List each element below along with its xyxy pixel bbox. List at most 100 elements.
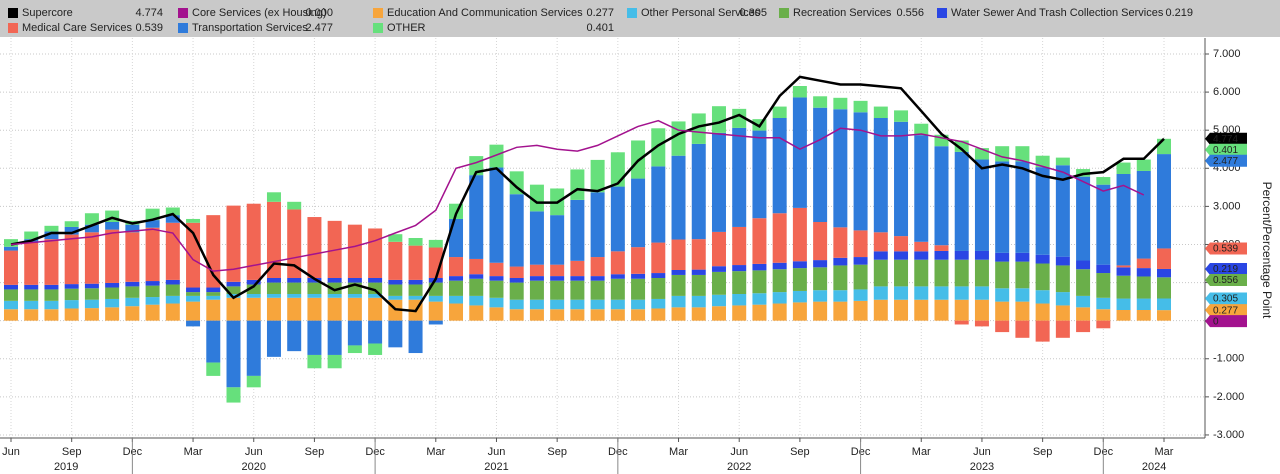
bar-segment [550, 280, 565, 300]
bar-segment [449, 303, 464, 321]
bar-segment [853, 112, 868, 231]
bar-segment [853, 230, 868, 258]
bar-segment [671, 239, 686, 270]
series-line [10, 75, 1165, 313]
bar-segment [550, 215, 565, 265]
legend-label: Other Personal Services [641, 7, 761, 19]
bar-segment [894, 236, 909, 252]
bar-segment [64, 284, 79, 289]
bar-segment [64, 234, 79, 285]
bar-segment [550, 276, 565, 281]
bar-segment [1136, 268, 1151, 277]
bar-segment [833, 227, 848, 258]
bar-segment [84, 299, 99, 309]
bar-segment [64, 226, 79, 235]
bar-segment [509, 282, 524, 300]
bar-segment [509, 278, 524, 283]
bar-segment [1076, 176, 1091, 261]
bar-segment [226, 297, 241, 321]
bar-segment [1035, 303, 1050, 321]
legend-value: 0.219 [1165, 7, 1193, 19]
bar-segment [1157, 138, 1171, 155]
bar-segment [246, 297, 261, 321]
legend-value: 0.539 [135, 22, 163, 34]
bar-segment [368, 228, 383, 278]
bar-segment [408, 238, 423, 246]
bar-segment [347, 294, 362, 298]
bar-segment [752, 263, 767, 271]
bar-segment [287, 201, 302, 210]
bar-segment [226, 294, 241, 298]
bar-segment [691, 295, 706, 308]
x-tick-label: Jun [973, 446, 991, 458]
value-flag-label: 0.539 [1213, 244, 1238, 255]
bar-segment [792, 86, 807, 98]
bar-segment [44, 225, 59, 232]
bar-segment [266, 278, 281, 283]
year-label: 2022 [727, 461, 751, 473]
bar-segment [186, 287, 201, 293]
bar-segment [84, 308, 99, 321]
bar-segment [873, 118, 888, 233]
bar-segment [489, 297, 504, 308]
bar-segment [732, 271, 747, 294]
x-tick-label: Mar [912, 446, 931, 458]
bar-segment [792, 268, 807, 291]
bar-segment [631, 247, 646, 274]
bar-segment [1015, 252, 1030, 262]
y-tick-label: 6.000 [1213, 86, 1241, 98]
bar-segment [1015, 161, 1030, 253]
bar-segment [145, 208, 160, 221]
bar-segment [954, 259, 969, 287]
bar-segment [813, 96, 828, 108]
x-tick-label: Jun [488, 446, 506, 458]
bar-segment [307, 297, 322, 321]
bar-segment [327, 320, 342, 355]
value-flag [1205, 242, 1247, 255]
bar-segment [1157, 268, 1171, 278]
bar-segment [64, 288, 79, 301]
bar-segment [1096, 320, 1111, 329]
bar-segment [651, 273, 666, 278]
bar-segment [974, 159, 989, 251]
bar-segment [631, 273, 646, 279]
bar-segment [246, 279, 261, 285]
bar-segment [570, 299, 585, 310]
value-flag-label: 2.477 [1213, 156, 1238, 167]
year-label: 2019 [54, 461, 78, 473]
legend-value: 2.477 [305, 22, 333, 34]
bar-segment [307, 294, 322, 298]
bar-segment [772, 106, 787, 118]
bar-segment [64, 300, 79, 309]
bar-segment [347, 320, 362, 346]
value-flag [1205, 143, 1247, 156]
bar-segment [125, 297, 140, 307]
bar-segment [408, 295, 423, 300]
bar-segment [24, 284, 39, 290]
bar-segment [1076, 295, 1091, 308]
bar-segment [368, 343, 383, 355]
bar-segment [873, 232, 888, 252]
bar-segment [752, 218, 767, 264]
bar-segment [327, 297, 342, 321]
bar-segment [1035, 155, 1050, 168]
bar-segment [914, 259, 929, 287]
bar-segment [165, 295, 180, 304]
x-tick-label: Jun [2, 446, 20, 458]
bar-segment [1035, 290, 1050, 304]
legend-swatch [779, 8, 789, 18]
bar-segment [388, 284, 403, 296]
x-tick-label: Sep [790, 446, 810, 458]
bar-segment [489, 167, 504, 263]
bar-segment [145, 304, 160, 321]
value-flag-label: 4.774 [1213, 134, 1238, 145]
bar-segment [4, 289, 18, 301]
bar-segment [691, 269, 706, 275]
bar-segment [1116, 267, 1131, 276]
bar-segment [428, 239, 443, 248]
bar-segment [974, 148, 989, 160]
bar-segment [894, 286, 909, 300]
bar-segment [651, 298, 666, 309]
